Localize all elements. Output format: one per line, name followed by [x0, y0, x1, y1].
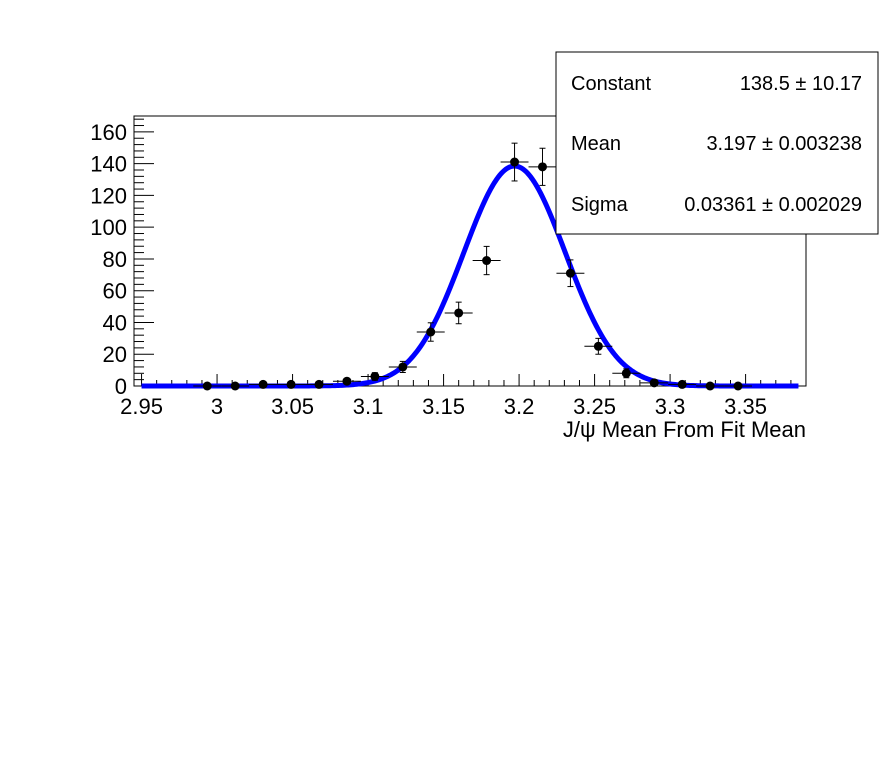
data-point — [305, 379, 333, 389]
x-axis-title: J/ψ Mean From Fit Mean — [563, 417, 806, 442]
data-marker — [621, 368, 631, 378]
data-marker — [482, 256, 492, 266]
data-point — [388, 360, 417, 373]
x-tick-label: 3 — [211, 394, 223, 419]
data-marker — [398, 362, 408, 372]
y-tick-label: 160 — [90, 120, 127, 145]
gaussian-fit-curve — [140, 163, 800, 389]
data-point — [332, 376, 361, 386]
data-point — [472, 245, 501, 276]
data-point — [416, 322, 445, 342]
stat-label-constant: Constant — [571, 73, 651, 95]
data-marker — [230, 381, 240, 391]
y-tick-label: 100 — [90, 215, 127, 240]
data-point — [668, 379, 697, 389]
data-point — [696, 381, 725, 391]
data-marker — [733, 381, 743, 391]
data-point — [724, 381, 753, 391]
plot-frame — [133, 115, 807, 387]
fit-stats-box: Constant 138.5 ± 10.17 Mean 3.197 ± 0.00… — [555, 51, 879, 235]
y-tick-label: 120 — [90, 183, 127, 208]
data-marker — [426, 327, 436, 337]
y-tick-label: 0 — [115, 374, 127, 399]
data-marker — [649, 378, 659, 388]
stat-value-constant: 138.5 ± 10.17 — [740, 73, 862, 95]
data-point — [360, 371, 389, 381]
data-marker — [202, 381, 212, 391]
data-point — [249, 379, 278, 389]
data-point — [528, 147, 557, 186]
stat-label-sigma: Sigma — [571, 194, 629, 216]
x-tick-label: 2.95 — [120, 394, 163, 419]
data-point — [612, 368, 641, 379]
data-marker — [705, 381, 715, 391]
data-marker — [454, 308, 464, 318]
stat-value-sigma: 0.03361 ± 0.002029 — [684, 194, 862, 216]
x-tick-label: 3.35 — [724, 394, 767, 419]
x-tick-label: 3.2 — [504, 394, 535, 419]
data-point — [556, 259, 585, 288]
data-marker — [342, 376, 352, 386]
data-point — [277, 379, 306, 389]
stat-label-mean: Mean — [571, 133, 621, 155]
y-tick-label: 140 — [90, 152, 127, 177]
x-tick-label: 3.3 — [655, 394, 686, 419]
data-point — [221, 381, 250, 391]
y-tick-labels: 0 20 40 60 80 100 120 140 160 — [90, 120, 127, 399]
fit-curve-layer — [140, 163, 800, 389]
data-marker — [258, 379, 268, 389]
stats-box-frame — [555, 51, 879, 235]
y-tick-label: 20 — [103, 342, 127, 367]
data-marker — [565, 268, 575, 278]
data-marker — [314, 379, 324, 389]
data-point — [444, 301, 473, 325]
y-tick-label: 60 — [103, 279, 127, 304]
y-tick-label: 40 — [103, 310, 127, 335]
y-tick-label: 80 — [103, 247, 127, 272]
x-tick-label: 3.05 — [271, 394, 314, 419]
data-marker — [593, 341, 603, 351]
data-point — [640, 378, 669, 388]
x-tick-label: 3.15 — [422, 394, 465, 419]
data-marker — [510, 157, 520, 167]
data-point — [584, 337, 613, 355]
data-marker — [286, 379, 296, 389]
data-points-layer — [193, 142, 753, 391]
x-tick-labels: 2.95 3 3.05 3.1 3.15 3.2 3.25 3.3 3.35 — [120, 394, 767, 419]
data-marker — [677, 379, 687, 389]
data-marker — [370, 371, 380, 381]
stat-value-mean: 3.197 ± 0.003238 — [706, 133, 862, 155]
data-point — [500, 142, 529, 182]
data-marker — [537, 162, 547, 172]
data-point — [193, 381, 222, 391]
x-tick-label: 3.25 — [573, 394, 616, 419]
x-tick-label: 3.1 — [353, 394, 384, 419]
